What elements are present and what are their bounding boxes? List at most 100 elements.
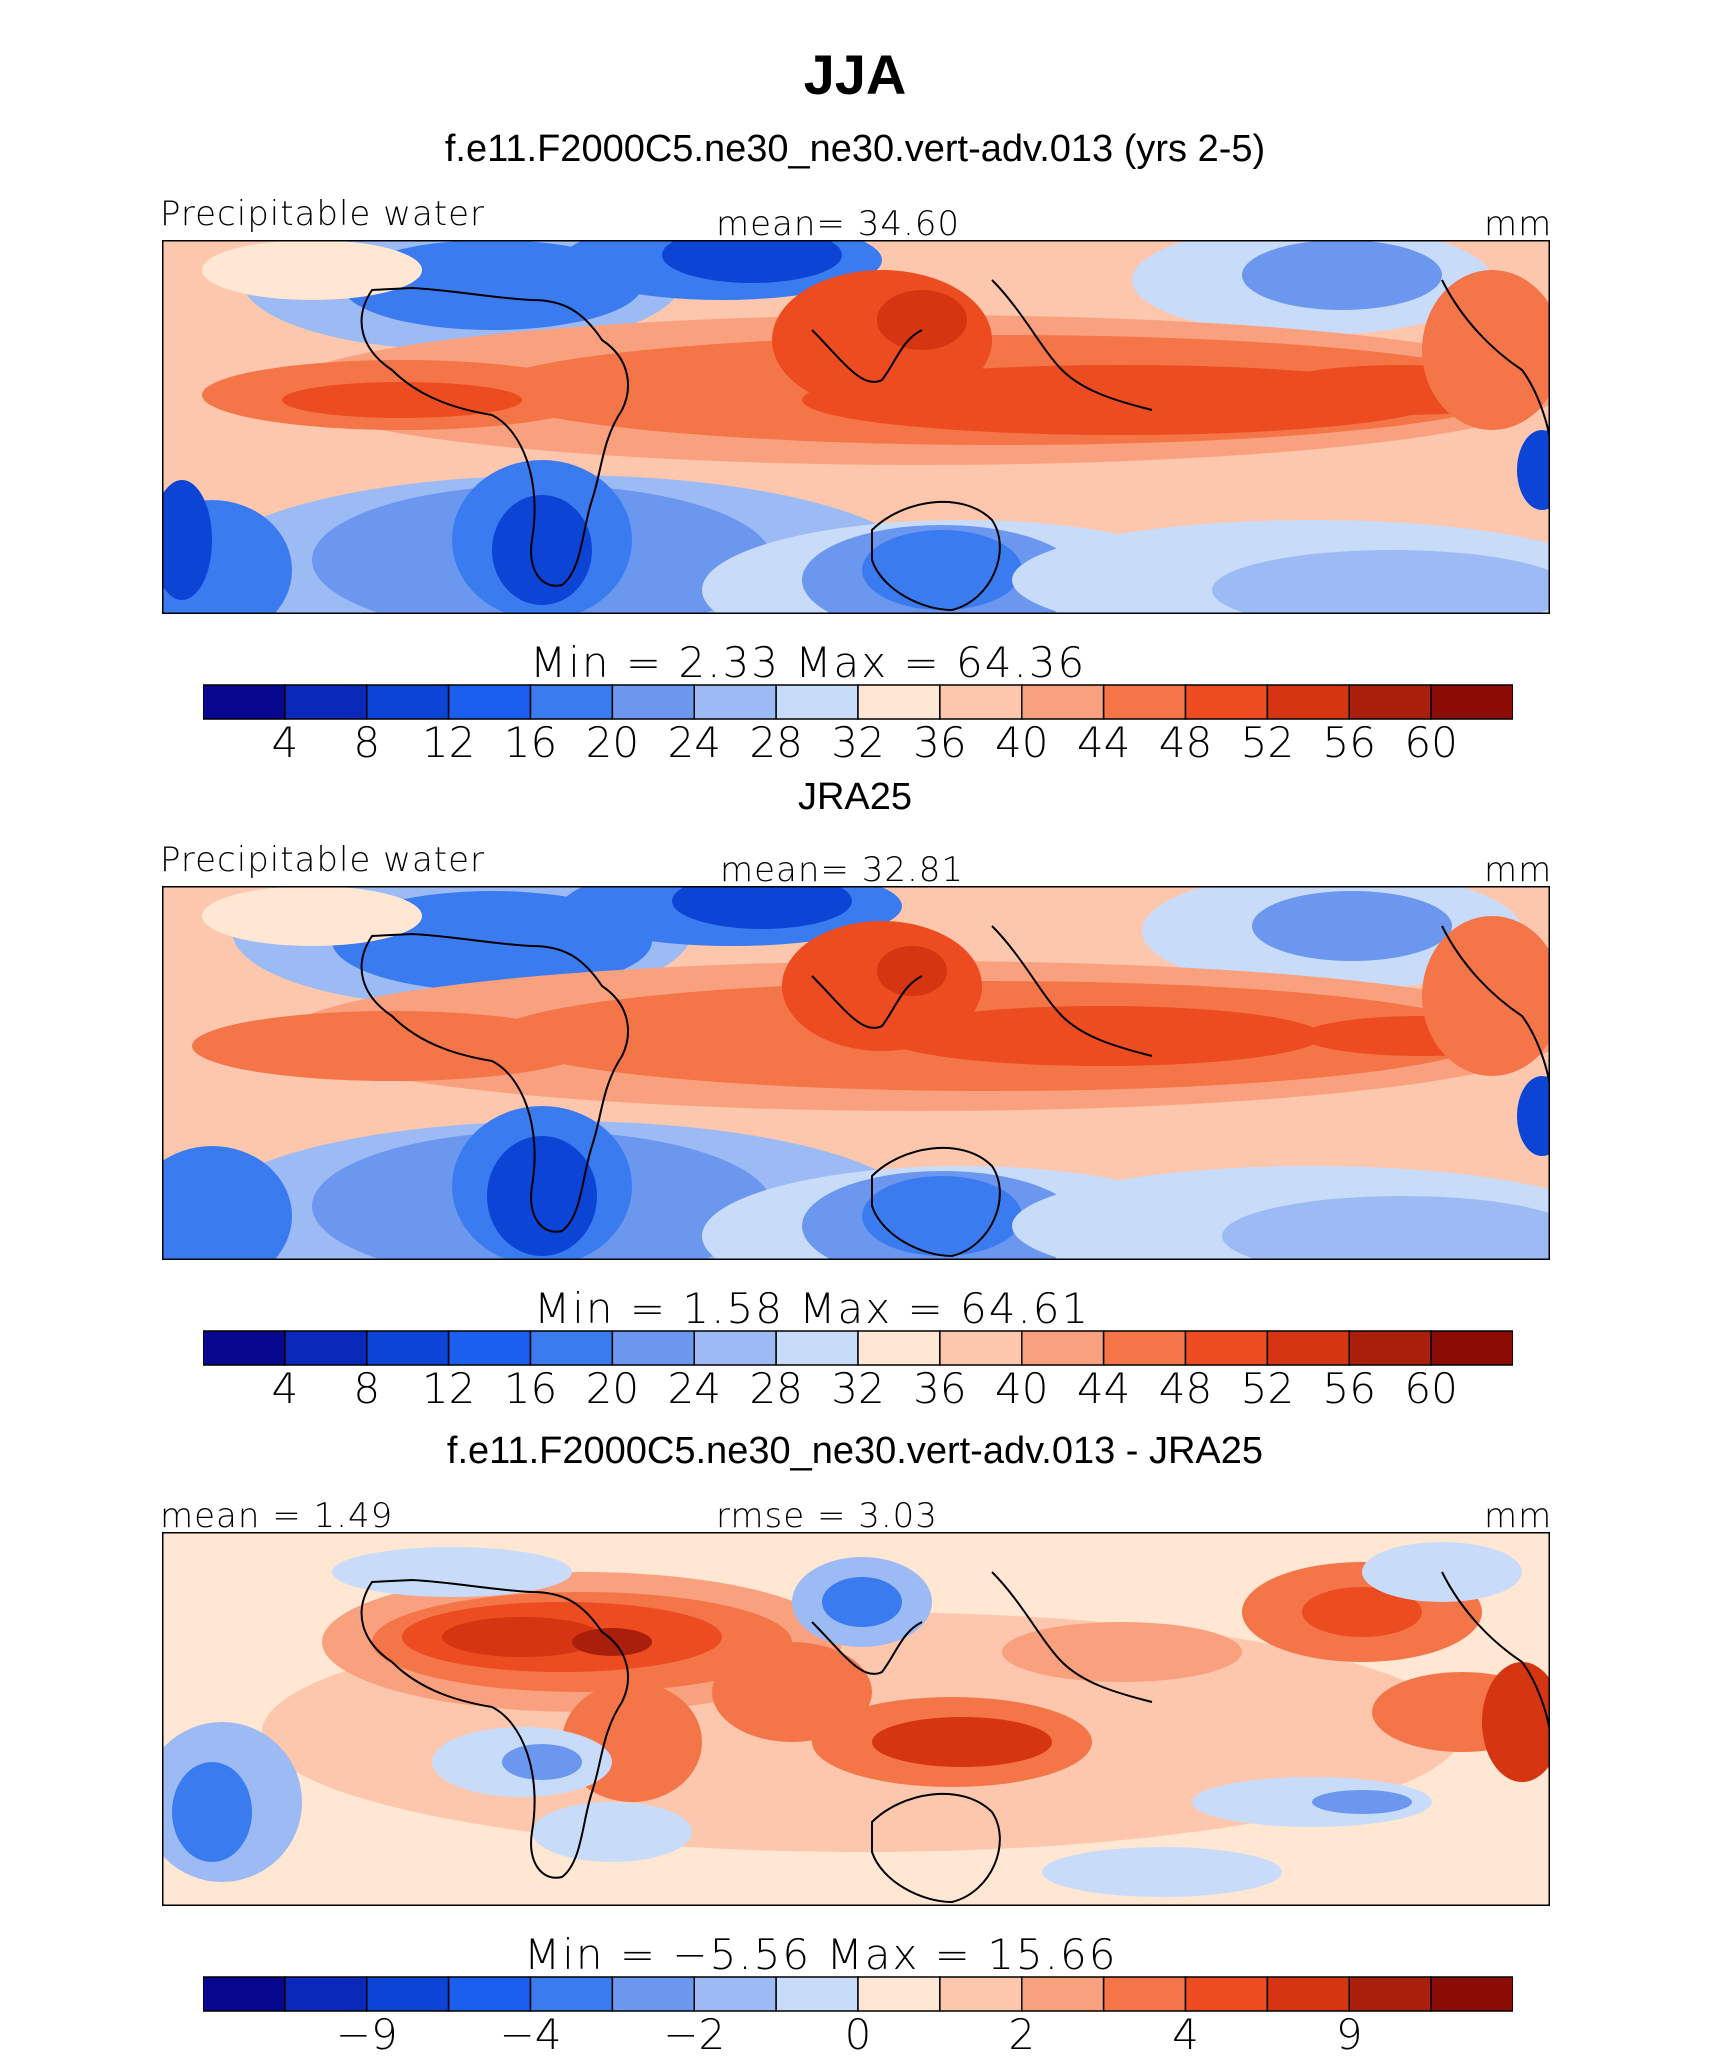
colorbar-box bbox=[1348, 684, 1432, 720]
panel-2-map bbox=[162, 886, 1550, 1260]
colorbar-tick-label: 48 bbox=[1158, 718, 1213, 767]
colorbar-box bbox=[1184, 1330, 1269, 1366]
panel-1-map bbox=[162, 240, 1550, 614]
panel-1-colorbar bbox=[203, 684, 1513, 720]
colorbar-tick-label: 36 bbox=[913, 1364, 967, 1413]
colorbar-box bbox=[284, 1976, 368, 2012]
panel-3-rmse-label: rmse = 3.03 bbox=[716, 1496, 938, 1536]
colorbar-box bbox=[939, 1330, 1023, 1366]
panel-1-mean-label: mean= 34.60 bbox=[716, 204, 961, 244]
colorbar-box bbox=[857, 1330, 941, 1366]
colorbar-tick-label: 24 bbox=[667, 1364, 721, 1413]
panel-3-colorbar bbox=[203, 1976, 1513, 2012]
colorbar-tick-label: 4 bbox=[1172, 2010, 1199, 2059]
panel-3-map bbox=[162, 1532, 1550, 1906]
colorbar-box bbox=[284, 684, 368, 720]
colorbar-tick-label: 56 bbox=[1322, 718, 1376, 767]
colorbar-box bbox=[1430, 1976, 1513, 2012]
colorbar-box bbox=[693, 1976, 777, 2012]
colorbar-tick-label: 12 bbox=[421, 1364, 476, 1413]
colorbar-tick-label: −2 bbox=[663, 2010, 726, 2059]
panel-3-units-label: mm bbox=[1484, 1496, 1553, 1536]
panel-2-colorbar bbox=[203, 1330, 1513, 1366]
panel-2-title: JRA25 bbox=[797, 776, 913, 818]
colorbar-tick-label: 32 bbox=[831, 1364, 885, 1413]
panel-2-mean-label: mean= 32.81 bbox=[720, 850, 965, 890]
colorbar-tick-label: 52 bbox=[1240, 1364, 1295, 1413]
colorbar-box bbox=[939, 684, 1023, 720]
colorbar-box bbox=[1184, 1976, 1269, 2012]
colorbar-box bbox=[366, 684, 450, 720]
panel-3-min-max-label: Min = −5.56 Max = 15.66 bbox=[524, 1930, 1118, 1979]
colorbar-tick-label: 32 bbox=[831, 718, 885, 767]
colorbar-box bbox=[1021, 1976, 1105, 2012]
colorbar-box bbox=[857, 684, 941, 720]
colorbar-box bbox=[775, 1976, 859, 2012]
colorbar-tick-label: 20 bbox=[585, 1364, 640, 1413]
panel-1-units-label: mm bbox=[1484, 204, 1553, 244]
colorbar-box bbox=[529, 1976, 614, 2012]
colorbar-tick-label: 48 bbox=[1158, 1364, 1213, 1413]
colorbar-box bbox=[611, 1976, 696, 2012]
colorbar-box bbox=[1430, 684, 1513, 720]
colorbar-tick-label: 52 bbox=[1240, 718, 1295, 767]
colorbar-tick-label: −9 bbox=[335, 2010, 398, 2059]
colorbar-box bbox=[529, 1330, 614, 1366]
colorbar-box bbox=[775, 1330, 859, 1366]
colorbar-tick-label: 16 bbox=[503, 718, 558, 767]
colorbar-box bbox=[1184, 684, 1269, 720]
colorbar-tick-label: 36 bbox=[913, 718, 967, 767]
colorbar-box bbox=[693, 1330, 777, 1366]
colorbar-tick-label: 28 bbox=[749, 1364, 803, 1413]
colorbar-tick-label: 8 bbox=[353, 1364, 381, 1413]
colorbar-box bbox=[447, 684, 532, 720]
colorbar-tick-label: −4 bbox=[499, 2010, 562, 2059]
colorbar-tick-label: 56 bbox=[1322, 1364, 1376, 1413]
colorbar-tick-label: 0 bbox=[844, 2010, 872, 2059]
colorbar-box bbox=[1021, 684, 1105, 720]
colorbar-box bbox=[203, 1330, 286, 1366]
colorbar-box bbox=[857, 1976, 941, 2012]
colorbar-tick-label: 20 bbox=[585, 718, 640, 767]
colorbar-tick-label: 44 bbox=[1076, 718, 1131, 767]
panel-1-variable-label: Precipitable water bbox=[160, 194, 486, 234]
colorbar-tick-label: 2 bbox=[1008, 2010, 1036, 2059]
colorbar-box bbox=[284, 1330, 368, 1366]
colorbar-box bbox=[366, 1976, 450, 2012]
colorbar-box bbox=[447, 1330, 532, 1366]
colorbar-tick-label: 60 bbox=[1404, 718, 1458, 767]
colorbar-tick-label: 24 bbox=[667, 718, 721, 767]
colorbar-tick-label: 40 bbox=[995, 1364, 1049, 1413]
colorbar-box bbox=[447, 1976, 532, 2012]
panel-2-variable-label: Precipitable water bbox=[160, 840, 486, 880]
colorbar-tick-label: 16 bbox=[503, 1364, 558, 1413]
panel-3-title: f.e11.F2000C5.ne30_ne30.vert-adv.013 - J… bbox=[446, 1430, 1264, 1472]
colorbar-box bbox=[611, 684, 696, 720]
panel-3-mean-label: mean = 1.49 bbox=[160, 1496, 394, 1536]
colorbar-box bbox=[775, 684, 859, 720]
colorbar-tick-label: 4 bbox=[271, 718, 299, 767]
colorbar-box bbox=[1102, 684, 1187, 720]
colorbar-tick-label: 12 bbox=[421, 718, 476, 767]
colorbar-tick-label: 44 bbox=[1076, 1364, 1131, 1413]
colorbar-box bbox=[939, 1976, 1023, 2012]
panel-1-min-max-label: Min = 2.33 Max = 64.36 bbox=[530, 638, 1087, 687]
colorbar-box bbox=[1102, 1330, 1187, 1366]
panel-2-units-label: mm bbox=[1484, 850, 1553, 890]
colorbar-tick-label: 8 bbox=[353, 718, 381, 767]
colorbar-box bbox=[203, 1976, 286, 2012]
colorbar-tick-label: 9 bbox=[1335, 2010, 1363, 2059]
colorbar-box bbox=[1021, 1330, 1105, 1366]
colorbar-box bbox=[1266, 1976, 1351, 2012]
colorbar-box bbox=[1266, 684, 1351, 720]
colorbar-box bbox=[366, 1330, 450, 1366]
figure-title: JJA bbox=[803, 43, 907, 106]
colorbar-tick-label: 4 bbox=[271, 1364, 299, 1413]
colorbar-tick-label: 60 bbox=[1404, 1364, 1458, 1413]
colorbar-box bbox=[611, 1330, 696, 1366]
colorbar-box bbox=[1430, 1330, 1513, 1366]
colorbar-box bbox=[529, 684, 614, 720]
colorbar-box bbox=[693, 684, 777, 720]
colorbar-tick-label: 40 bbox=[995, 718, 1049, 767]
panel-2-min-max-label: Min = 1.58 Max = 64.61 bbox=[534, 1284, 1091, 1333]
